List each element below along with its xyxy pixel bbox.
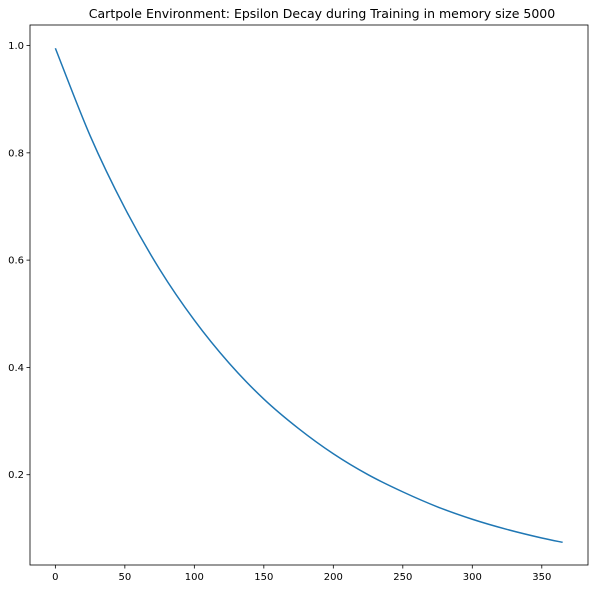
y-tick-label: 0.2 [8,470,24,481]
epsilon-series-line [54,47,563,544]
y-tick-label: 1.0 [8,41,24,52]
y-axis: 0.2 0.4 0.6 0.8 1.0 [8,41,30,481]
y-tick-label: 0.4 [8,363,24,374]
x-tick-label: 350 [532,572,551,583]
x-tick-label: 50 [118,572,131,583]
x-tick-label: 0 [52,572,58,583]
x-axis: 0 50 100 150 200 250 300 350 [52,565,551,583]
x-tick-label: 250 [393,572,412,583]
y-tick-label: 0.6 [8,256,24,267]
x-tick-label: 300 [463,572,482,583]
chart-title: Cartpole Environment: Epsilon Decay duri… [89,6,555,21]
x-tick-label: 200 [324,572,343,583]
x-tick-label: 100 [185,572,204,583]
plot-area-frame [29,24,589,566]
x-tick-label: 150 [254,572,273,583]
y-tick-label: 0.8 [8,148,24,159]
